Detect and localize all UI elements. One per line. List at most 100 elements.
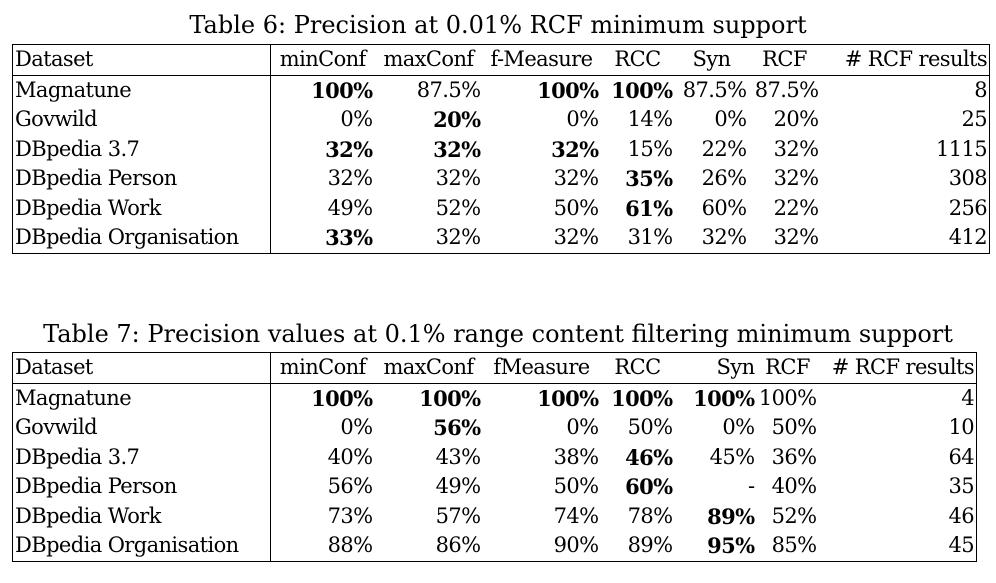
- header-rcf-results: # RCF results: [820, 44, 990, 76]
- cell-dataset: Govwild: [12, 105, 271, 135]
- cell-rcf-results: 308: [948, 166, 988, 190]
- cell-syn: 45%: [709, 444, 755, 469]
- cell-rcc: 31%: [627, 225, 673, 249]
- cell-rcf: 22%: [773, 195, 819, 220]
- cell-minconf: 0%: [340, 415, 373, 439]
- table-row: DBpedia 3.7 32% 32% 32% 15% 22% 32% 1115: [12, 134, 990, 164]
- cell-rcc: 14%: [627, 107, 673, 131]
- cell-maxconf: 100%: [419, 385, 481, 411]
- header-minconf: minConf: [270, 44, 375, 76]
- cell-fmeasure: 50%: [553, 474, 599, 498]
- table-row: DBpedia Work 73% 57% 74% 78% 89% 52% 46: [12, 501, 977, 531]
- cell-minconf: 32%: [325, 136, 373, 162]
- cell-dataset: DBpedia Organisation: [12, 531, 271, 561]
- header-fmeasure: f-Measure: [482, 44, 601, 76]
- cell-dataset: DBpedia Person: [12, 164, 271, 194]
- cell-syn: 100%: [693, 385, 755, 411]
- table-row: DBpedia Work 49% 52% 50% 61% 60% 22% 256: [12, 193, 990, 223]
- cell-syn: 95%: [707, 533, 755, 558]
- cell-minconf: 100%: [311, 385, 373, 411]
- cell-rcc: 60%: [625, 474, 673, 499]
- cell-fmeasure: 0%: [566, 107, 599, 131]
- cell-fmeasure: 38%: [553, 444, 599, 469]
- cell-dataset: DBpedia 3.7: [12, 442, 271, 472]
- cell-fmeasure: 32%: [551, 136, 599, 162]
- cell-rcf: 87.5%: [754, 77, 819, 102]
- table-row: Magnatune 100% 100% 100% 100% 100% 100% 4: [12, 383, 977, 413]
- cell-rcc: 100%: [611, 77, 673, 103]
- cell-maxconf: 56%: [433, 415, 481, 440]
- cell-fmeasure: 90%: [553, 533, 599, 557]
- cell-rcc: 15%: [627, 136, 673, 161]
- cell-maxconf: 86%: [435, 533, 481, 557]
- cell-maxconf: 32%: [435, 166, 481, 190]
- header-rcc: RCC: [600, 44, 675, 76]
- header-dataset: Dataset: [12, 352, 271, 384]
- cell-dataset: Govwild: [12, 413, 271, 443]
- cell-minconf: 33%: [325, 225, 373, 250]
- cell-syn: 0%: [722, 415, 755, 439]
- cell-rcf-results: 412: [948, 225, 988, 249]
- cell-rcc: 89%: [627, 533, 673, 557]
- table-7-caption: Table 7: Precision values at 0.1% range …: [43, 320, 953, 348]
- cell-rcf-results: 256: [948, 195, 988, 220]
- table-row: DBpedia Person 56% 49% 50% 60% -40% 35: [12, 472, 977, 502]
- cell-minconf: 49%: [327, 195, 373, 220]
- cell-syn: 22%: [701, 136, 747, 161]
- cell-rcf: 85%: [771, 533, 817, 557]
- cell-rcf: 32%: [773, 166, 819, 190]
- cell-maxconf: 20%: [433, 107, 481, 132]
- cell-minconf: 0%: [340, 107, 373, 131]
- cell-rcc: 100%: [611, 385, 673, 411]
- cell-minconf: 73%: [327, 503, 373, 528]
- cell-fmeasure: 100%: [537, 385, 599, 411]
- table-6-caption: Table 6: Precision at 0.01% RCF minimum …: [189, 11, 807, 39]
- cell-rcf-results: 8: [974, 77, 987, 102]
- cell-rcf-results: 10: [948, 415, 974, 439]
- cell-fmeasure: 32%: [553, 166, 599, 190]
- cell-dataset: DBpedia 3.7: [12, 134, 271, 164]
- header-rcf: RCF: [748, 44, 821, 76]
- cell-rcc: 46%: [625, 444, 673, 470]
- cell-minconf: 40%: [327, 444, 373, 469]
- table-row: Govwild 0% 56% 0% 50% 0% 50% 10: [12, 413, 977, 443]
- cell-dataset: DBpedia Work: [12, 501, 271, 531]
- cell-maxconf: 52%: [435, 195, 481, 220]
- cell-rcf-results: 4: [961, 385, 974, 410]
- header-dataset: Dataset: [12, 44, 271, 76]
- cell-dataset: DBpedia Organisation: [12, 223, 271, 253]
- cell-rcf: 20%: [773, 107, 819, 131]
- cell-maxconf: 49%: [435, 474, 481, 498]
- cell-minconf: 88%: [327, 533, 373, 557]
- header-rcf-results: # RCF results: [818, 352, 977, 384]
- cell-rcf: 50%: [771, 415, 817, 439]
- cell-maxconf: 87.5%: [416, 77, 481, 102]
- header-maxconf: maxConf: [374, 352, 483, 384]
- cell-fmeasure: 100%: [537, 77, 599, 103]
- table-row: DBpedia Organisation 88% 86% 90% 89% 95% 85% 45: [12, 531, 977, 561]
- cell-maxconf: 32%: [433, 136, 481, 162]
- cell-syn: 26%: [701, 166, 747, 190]
- table-6: Dataset minConf maxConf f-Measure RCC Sy…: [12, 44, 990, 254]
- cell-rcf: 36%: [771, 444, 817, 469]
- cell-dataset: Magnatune: [12, 383, 271, 413]
- cell-syn: 60%: [701, 195, 747, 220]
- cell-rcf: 52%: [771, 503, 817, 528]
- header-maxconf: maxConf: [374, 44, 483, 76]
- header-syn: Syn: [674, 44, 749, 76]
- header-syn: Syn: [674, 352, 757, 384]
- cell-rcf: 100%: [758, 385, 817, 410]
- cell-rcc: 78%: [627, 503, 673, 528]
- header-fmeasure: fMeasure: [482, 352, 601, 384]
- cell-rcf-results: 1115: [935, 136, 988, 161]
- table-row: DBpedia Person 32% 32% 32% 35% 26% 32% 308: [12, 164, 990, 194]
- cell-rcc: 61%: [625, 195, 673, 221]
- cell-fmeasure: 32%: [553, 225, 599, 249]
- cell-rcf-results: 25: [961, 107, 987, 131]
- cell-rcf: 32%: [773, 225, 819, 249]
- cell-rcf-results: 35: [948, 474, 974, 498]
- cell-rcf: 32%: [773, 136, 819, 161]
- table-row: Magnatune 100% 87.5% 100% 100% 87.5% 87.5% 8: [12, 75, 990, 105]
- header-rcf: RCF: [756, 352, 819, 384]
- cell-rcc: 35%: [625, 166, 673, 191]
